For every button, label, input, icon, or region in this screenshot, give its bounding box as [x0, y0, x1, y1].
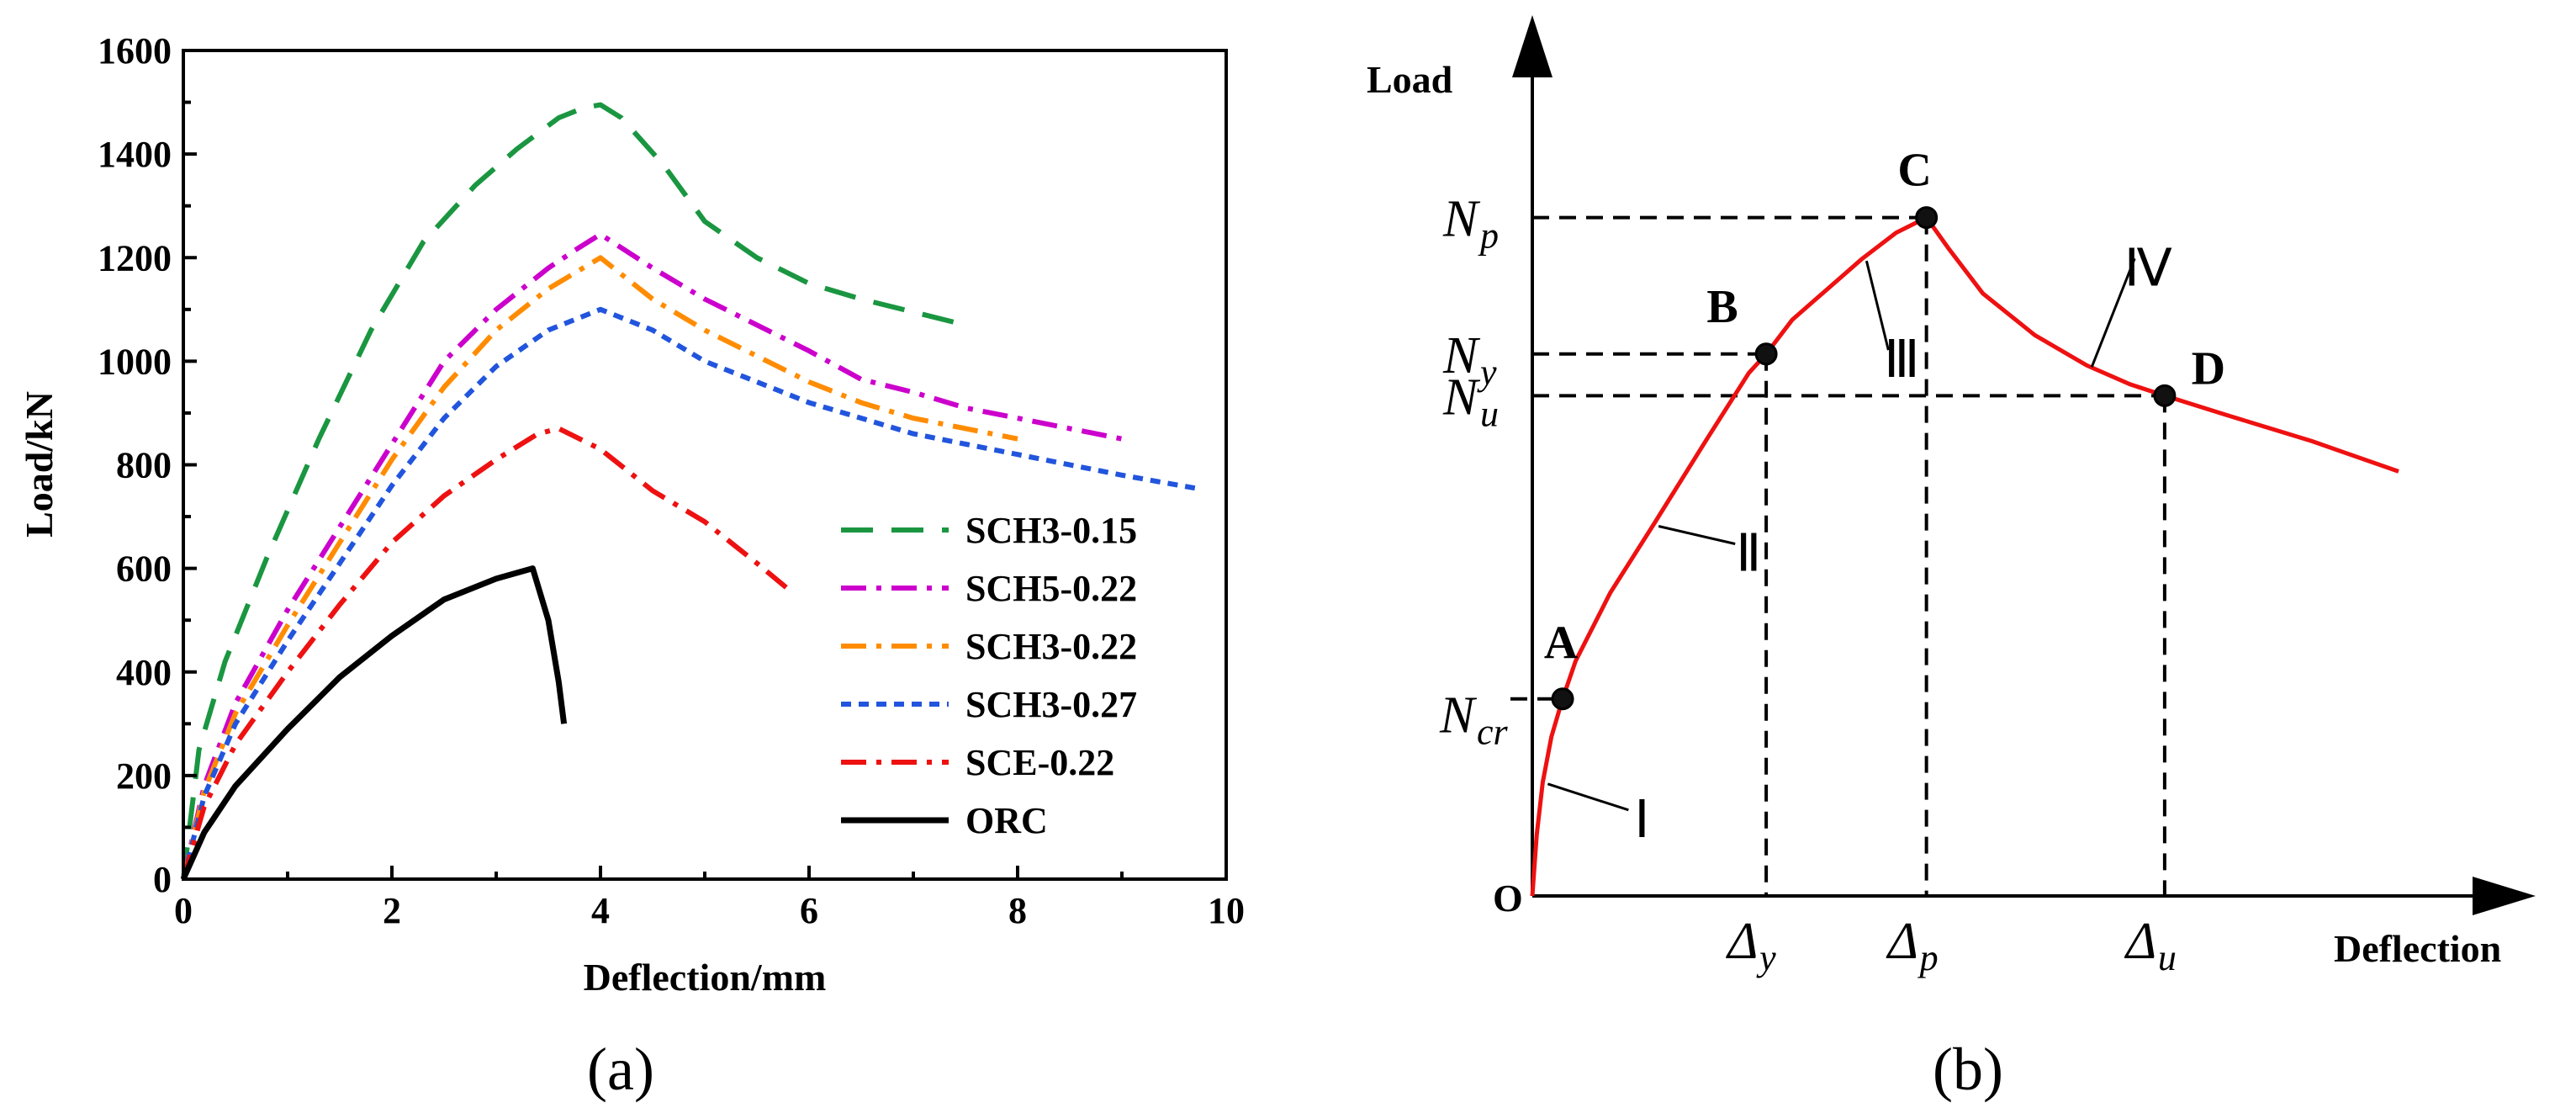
x-symbol-sub: p — [1917, 937, 1939, 978]
y-symbol: N — [1442, 191, 1481, 248]
y-tick-label: 1200 — [98, 237, 172, 278]
y-tick-label: 600 — [116, 549, 172, 590]
panel-a-label: (a) — [587, 1036, 654, 1103]
stage-leader-line — [1658, 525, 1736, 545]
chart-b-stage-leaders — [1547, 257, 2136, 812]
panel-b-label: (b) — [1933, 1036, 2003, 1103]
chart-b-y-label: Load — [1367, 58, 1453, 101]
legend-label: ORC — [965, 800, 1048, 841]
series-line-sch3-0.22 — [181, 255, 1018, 880]
y-symbol: N — [1439, 687, 1478, 745]
x-symbol-sub: y — [1756, 937, 1776, 978]
legend-label: SCH3-0.15 — [965, 510, 1137, 551]
x-tick-label: 6 — [800, 890, 818, 931]
stage-leader-line — [1547, 782, 1629, 812]
point-marker-a — [1551, 687, 1574, 711]
point-label: B — [1706, 281, 1738, 333]
series-line-sch3-0.15 — [181, 102, 966, 880]
y-tick-label: 0 — [153, 859, 172, 900]
point-label: A — [1544, 617, 1579, 670]
legend-label: SCH3-0.22 — [965, 626, 1137, 667]
legend-label: SCE-0.22 — [965, 742, 1114, 783]
y-symbol-sub: u — [1480, 393, 1499, 434]
chart-a-ticks: 0 2 4 6 8 10 0 200 400 600 800 1000 1200 1400 1600 — [98, 30, 1245, 931]
stage-label: Ⅲ — [1884, 331, 1920, 389]
chart-a-series-group — [180, 102, 1196, 881]
point-marker-c — [1915, 206, 1939, 230]
chart-b-x-arrow-icon — [2473, 877, 2536, 915]
legend-label: SCH3-0.27 — [965, 684, 1137, 725]
chart-a: 0 2 4 6 8 10 0 200 400 600 800 1000 1200 1400 1600 Def… — [18, 30, 1245, 1103]
chart-a-y-label: Load/kN — [18, 391, 61, 538]
chart-a-x-label: Deflection/mm — [584, 956, 827, 999]
x-symbol: Δ — [2124, 913, 2156, 970]
series-line-orc — [180, 565, 568, 881]
chart-b-origin-label: O — [1493, 877, 1523, 920]
point-marker-b — [1754, 342, 1778, 366]
stage-leader-line — [1865, 260, 1890, 351]
x-tick-label: 8 — [1008, 890, 1027, 931]
y-symbol-sub: cr — [1477, 712, 1509, 753]
y-symbol-sub: p — [1478, 215, 1499, 257]
chart-b-points: A B C D — [1544, 145, 2225, 711]
point-marker-d — [2153, 384, 2177, 407]
y-tick-label: 1600 — [98, 30, 172, 72]
chart-b-x-label: Deflection — [2334, 927, 2501, 970]
x-symbol: Δ — [1725, 913, 1758, 970]
point-label: C — [1897, 145, 1931, 197]
y-tick-label: 400 — [116, 652, 172, 693]
y-tick-label: 1000 — [98, 341, 172, 382]
x-tick-label: 4 — [591, 890, 610, 931]
x-symbol: Δ — [1886, 913, 1918, 970]
chart-b-guides — [1510, 215, 2166, 896]
series-line-sch3-0.27 — [181, 306, 1196, 880]
y-tick-label: 800 — [116, 445, 172, 486]
y-symbol: N — [1442, 368, 1481, 426]
y-symbol: N — [1442, 327, 1481, 384]
stage-leader-line — [2090, 257, 2136, 368]
x-tick-label: 0 — [174, 890, 193, 931]
x-tick-label: 2 — [383, 890, 401, 931]
y-tick-label: 200 — [116, 755, 172, 797]
y-tick-label: 1400 — [98, 134, 172, 175]
legend-label: SCH5-0.22 — [965, 568, 1137, 609]
y-symbol-sub: y — [1477, 352, 1497, 393]
x-symbol-sub: u — [2158, 937, 2177, 978]
series-line-sce-0.22 — [181, 426, 791, 880]
series-line-sch5-0.22 — [181, 231, 1123, 880]
chart-b-curve — [1530, 215, 2399, 897]
stage-label: Ⅳ — [2124, 240, 2172, 297]
point-label: D — [2192, 342, 2225, 395]
x-tick-label: 10 — [1208, 890, 1245, 931]
chart-b-y-arrow-icon — [1512, 15, 1552, 77]
chart-b-stage-labels: Ⅰ Ⅱ Ⅲ Ⅳ — [1634, 240, 2172, 849]
stage-label: Ⅰ — [1634, 792, 1649, 849]
stage-label: Ⅱ — [1736, 526, 1762, 583]
chart-a-legend: SCH3-0.15 SCH5-0.22 SCH3-0.22 SCH3-0.27 SCE-… — [841, 510, 1137, 841]
